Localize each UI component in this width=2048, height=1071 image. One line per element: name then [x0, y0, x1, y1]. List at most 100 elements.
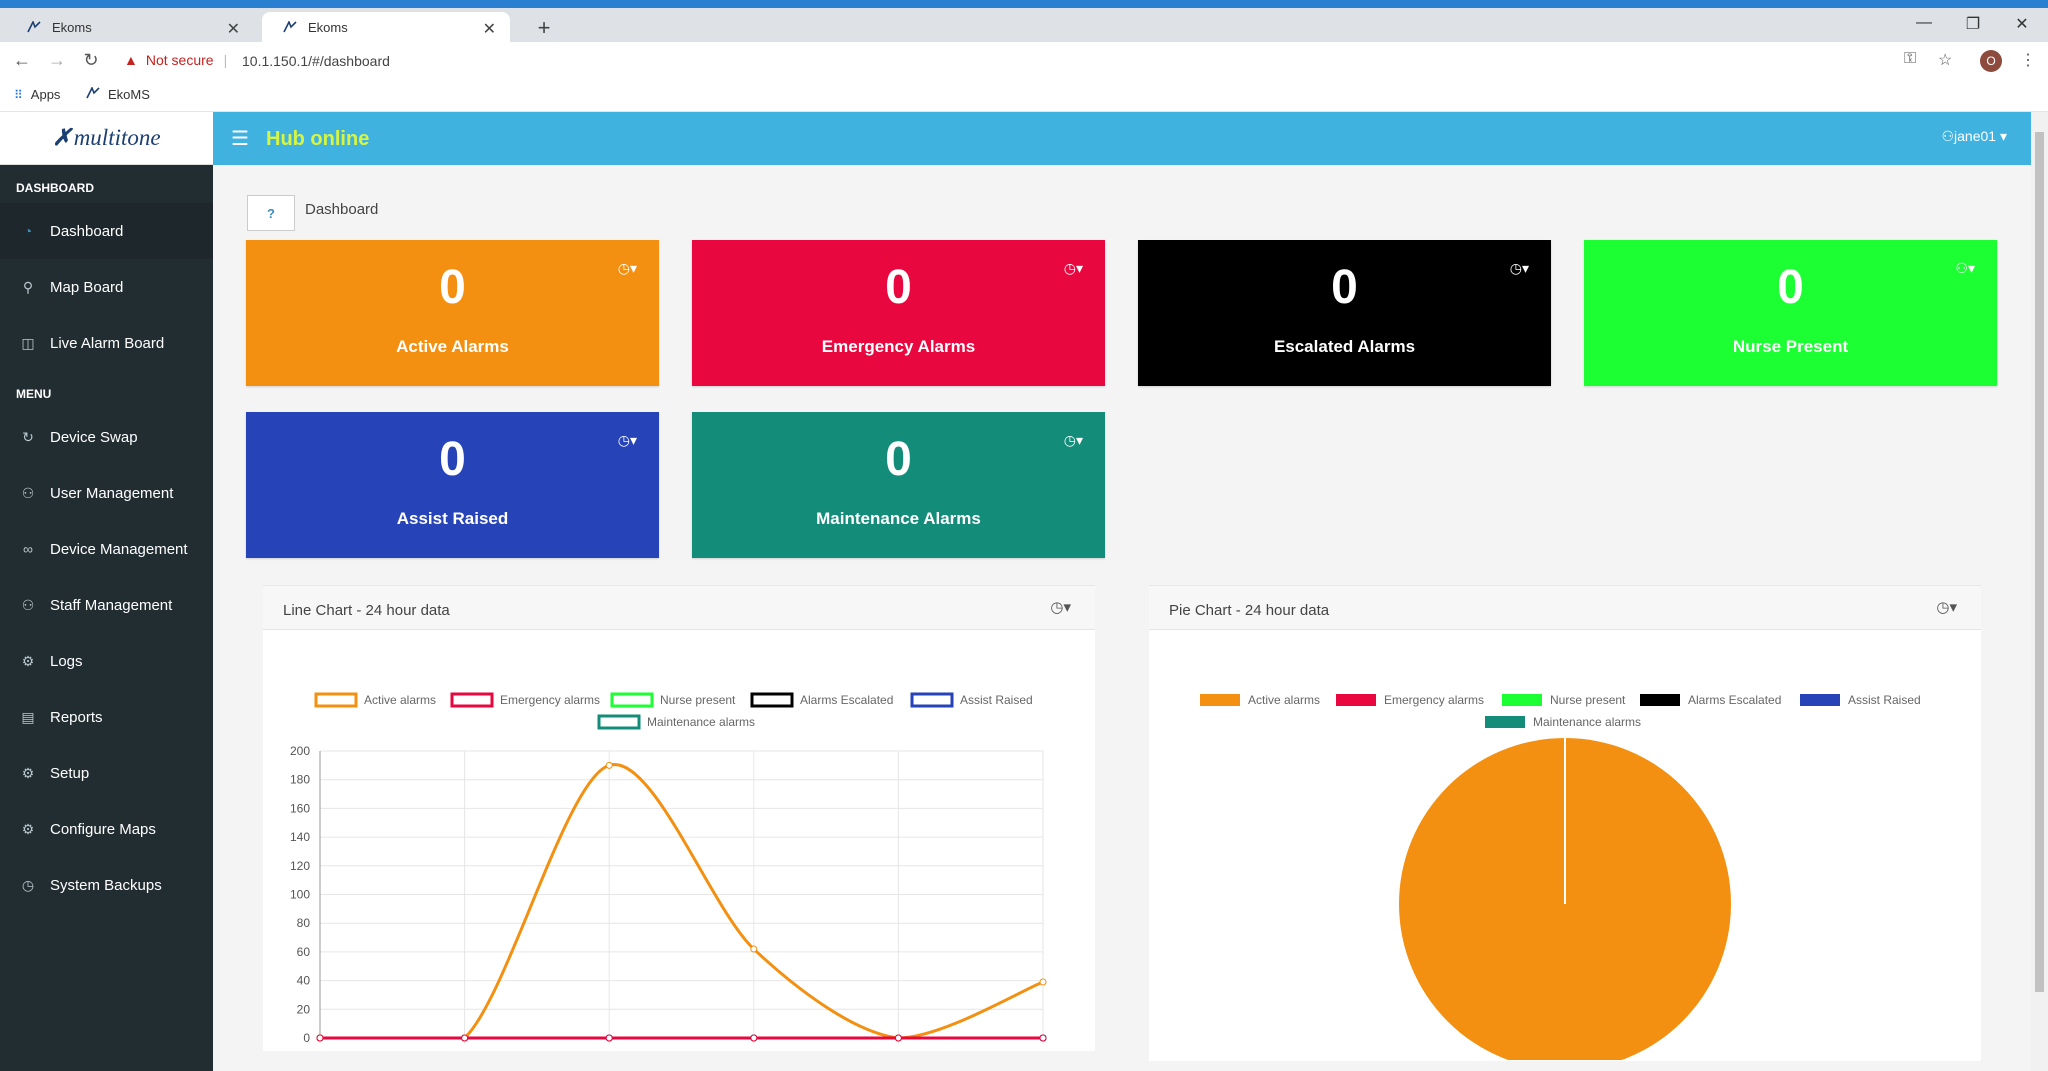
sidebar-item-logs[interactable]: ⚙ Logs	[0, 633, 213, 689]
legend-label: Maintenance alarms	[1533, 715, 1641, 729]
star-icon[interactable]: ☆	[1938, 52, 1953, 69]
forward-arrow-icon[interactable]: →	[48, 50, 66, 70]
logo-text: multitone	[73, 125, 161, 150]
key-icon[interactable]: ⚿	[1904, 50, 1917, 67]
card-assist-raised[interactable]: 0 Assist Raised ◷▾	[246, 412, 659, 558]
url-field[interactable]: 10.1.150.1/#/dashboard	[242, 53, 390, 69]
browser-tab-1[interactable]: Ekoms ✕	[6, 12, 254, 42]
bookmark-apps[interactable]: ⠿ Apps	[14, 87, 60, 102]
clock-dropdown-icon[interactable]: ◷▾	[1063, 260, 1083, 276]
pie-chart-panel: Pie Chart - 24 hour data ◷▾ Active alarm…	[1149, 585, 1981, 1070]
legend-swatch	[1502, 694, 1542, 706]
user-icon: ⚇	[1941, 128, 1955, 144]
sidebar-section-dashboard: DASHBOARD	[16, 181, 94, 195]
close-tab-icon[interactable]: ✕	[482, 21, 496, 38]
card-maintenance-alarms[interactable]: 0 Maintenance Alarms ◷▾	[692, 412, 1105, 558]
card-emergency-alarms[interactable]: 0 Emergency Alarms ◷▾	[692, 240, 1105, 386]
y-tick-label: 120	[290, 859, 310, 873]
panel-title: Pie Chart - 24 hour data	[1169, 602, 1330, 619]
x-tick-label: 0400-0800	[291, 1049, 349, 1050]
clock-dropdown-icon[interactable]: ◷▾	[1936, 599, 1957, 616]
sidebar-item-map-board[interactable]: ⚲ Map Board	[0, 259, 213, 315]
scrollbar-thumb[interactable]	[2035, 132, 2044, 992]
legend-label: Emergency alarms	[1384, 693, 1484, 707]
close-window-icon[interactable]: ✕	[2015, 16, 2029, 33]
dashboard-icon: ◫	[21, 334, 35, 351]
y-tick-label: 80	[297, 916, 311, 930]
user-menu[interactable]: ⚇jane01 ▾	[1941, 128, 2007, 145]
legend-label: Assist Raised	[1848, 693, 1921, 707]
sidebar-item-label: Map Board	[50, 278, 124, 296]
sidebar-item-live-alarm-board[interactable]: ◫ Live Alarm Board	[0, 315, 213, 371]
clock-dropdown-icon[interactable]: ◷▾	[617, 260, 637, 276]
sidebar-item-setup[interactable]: ⚙ Setup	[0, 745, 213, 801]
card-label: Active Alarms	[396, 337, 509, 356]
user-dropdown-icon[interactable]: ⚇▾	[1955, 260, 1975, 276]
sidebar-item-label: System Backups	[50, 876, 162, 894]
data-point	[1039, 1034, 1047, 1042]
legend-label: Active alarms	[1248, 693, 1320, 707]
address-bar: ← → ↻ ▲ Not secure | 10.1.150.1/#/dashbo…	[0, 42, 2048, 80]
logo-mark-icon: ✗	[52, 125, 72, 150]
y-tick-label: 180	[290, 773, 310, 787]
x-tick-label: 0000-0400	[1014, 1049, 1072, 1050]
clock-dropdown-icon[interactable]: ◷▾	[1063, 432, 1083, 448]
divider: |	[223, 52, 228, 68]
more-menu-icon[interactable]: ⋮	[2020, 52, 2036, 69]
bookmark-ekoms[interactable]: EkoMS	[86, 86, 150, 102]
help-button[interactable]: ?	[247, 195, 295, 231]
logo[interactable]: ✗ multitone	[0, 112, 213, 165]
legend-label: Nurse present	[660, 693, 736, 707]
top-header: ☰ Hub online ⚇jane01 ▾	[213, 112, 2031, 165]
hamburger-menu-icon[interactable]: ☰	[231, 128, 249, 150]
data-point	[894, 1034, 902, 1042]
security-indicator[interactable]: ▲ Not secure |	[124, 52, 227, 68]
card-nurse-present[interactable]: 0 Nurse Present ⚇▾	[1584, 240, 1997, 386]
legend-label: Maintenance alarms	[647, 715, 755, 729]
refresh-icon: ↻	[22, 428, 34, 445]
card-value: 0	[885, 261, 912, 314]
data-point	[316, 1034, 324, 1042]
reload-icon[interactable]: ↻	[83, 50, 99, 70]
sidebar-item-configure-maps[interactable]: ⚙ Configure Maps	[0, 801, 213, 857]
sidebar-item-device-management[interactable]: ∞ Device Management	[0, 521, 213, 577]
close-tab-icon[interactable]: ✕	[226, 21, 240, 38]
sidebar-item-staff-management[interactable]: ⚇ Staff Management	[0, 577, 213, 633]
y-tick-label: 160	[290, 801, 310, 815]
new-tab-button[interactable]: +	[537, 15, 551, 40]
card-active-alarms[interactable]: 0 Active Alarms ◷▾	[246, 240, 659, 386]
sidebar-item-dashboard[interactable]: ◔ Dashboard	[0, 203, 213, 259]
legend-swatch	[597, 714, 641, 730]
bookmark-label: EkoMS	[108, 87, 150, 102]
sidebar-item-label: Reports	[50, 708, 103, 726]
legend-swatch	[610, 692, 654, 708]
card-escalated-alarms[interactable]: 0 Escalated Alarms ◷▾	[1138, 240, 1551, 386]
clock-dropdown-icon[interactable]: ◷▾	[1050, 599, 1071, 616]
legend-swatch	[314, 692, 358, 708]
sidebar-item-user-management[interactable]: ⚇ User Management	[0, 465, 213, 521]
warning-icon: ▲	[124, 52, 138, 68]
window-top-strip	[0, 0, 2048, 8]
ekoms-favicon-icon	[86, 86, 100, 102]
minimize-icon[interactable]: —	[1916, 14, 1932, 31]
gear-icon: ⚙	[21, 820, 35, 837]
clock-dropdown-icon[interactable]: ◷▾	[1509, 260, 1529, 276]
user-icon: ⚇	[21, 484, 35, 501]
y-tick-label: 20	[297, 1002, 311, 1016]
y-tick-label: 100	[290, 888, 310, 902]
sidebar-item-reports[interactable]: ▤ Reports	[0, 689, 213, 745]
clipboard-icon: ▤	[21, 708, 35, 725]
page-scrollbar[interactable]	[2031, 112, 2048, 1071]
tab-bar: Ekoms ✕ Ekoms ✕ + — ❐ ✕	[0, 8, 2048, 42]
browser-tab-2[interactable]: Ekoms ✕	[262, 12, 510, 42]
legend-label: Active alarms	[364, 693, 436, 707]
back-arrow-icon[interactable]: ←	[13, 50, 31, 70]
link-icon: ∞	[23, 541, 33, 557]
sidebar-item-device-swap[interactable]: ↻ Device Swap	[0, 409, 213, 465]
map-marker-icon: ⚲	[22, 278, 34, 295]
gauge-icon: ◔	[23, 223, 33, 239]
sidebar-item-system-backups[interactable]: ◷ System Backups	[0, 857, 213, 913]
restore-icon[interactable]: ❐	[1965, 16, 1981, 33]
profile-avatar[interactable]: O	[1980, 50, 2002, 72]
clock-dropdown-icon[interactable]: ◷▾	[617, 432, 637, 448]
